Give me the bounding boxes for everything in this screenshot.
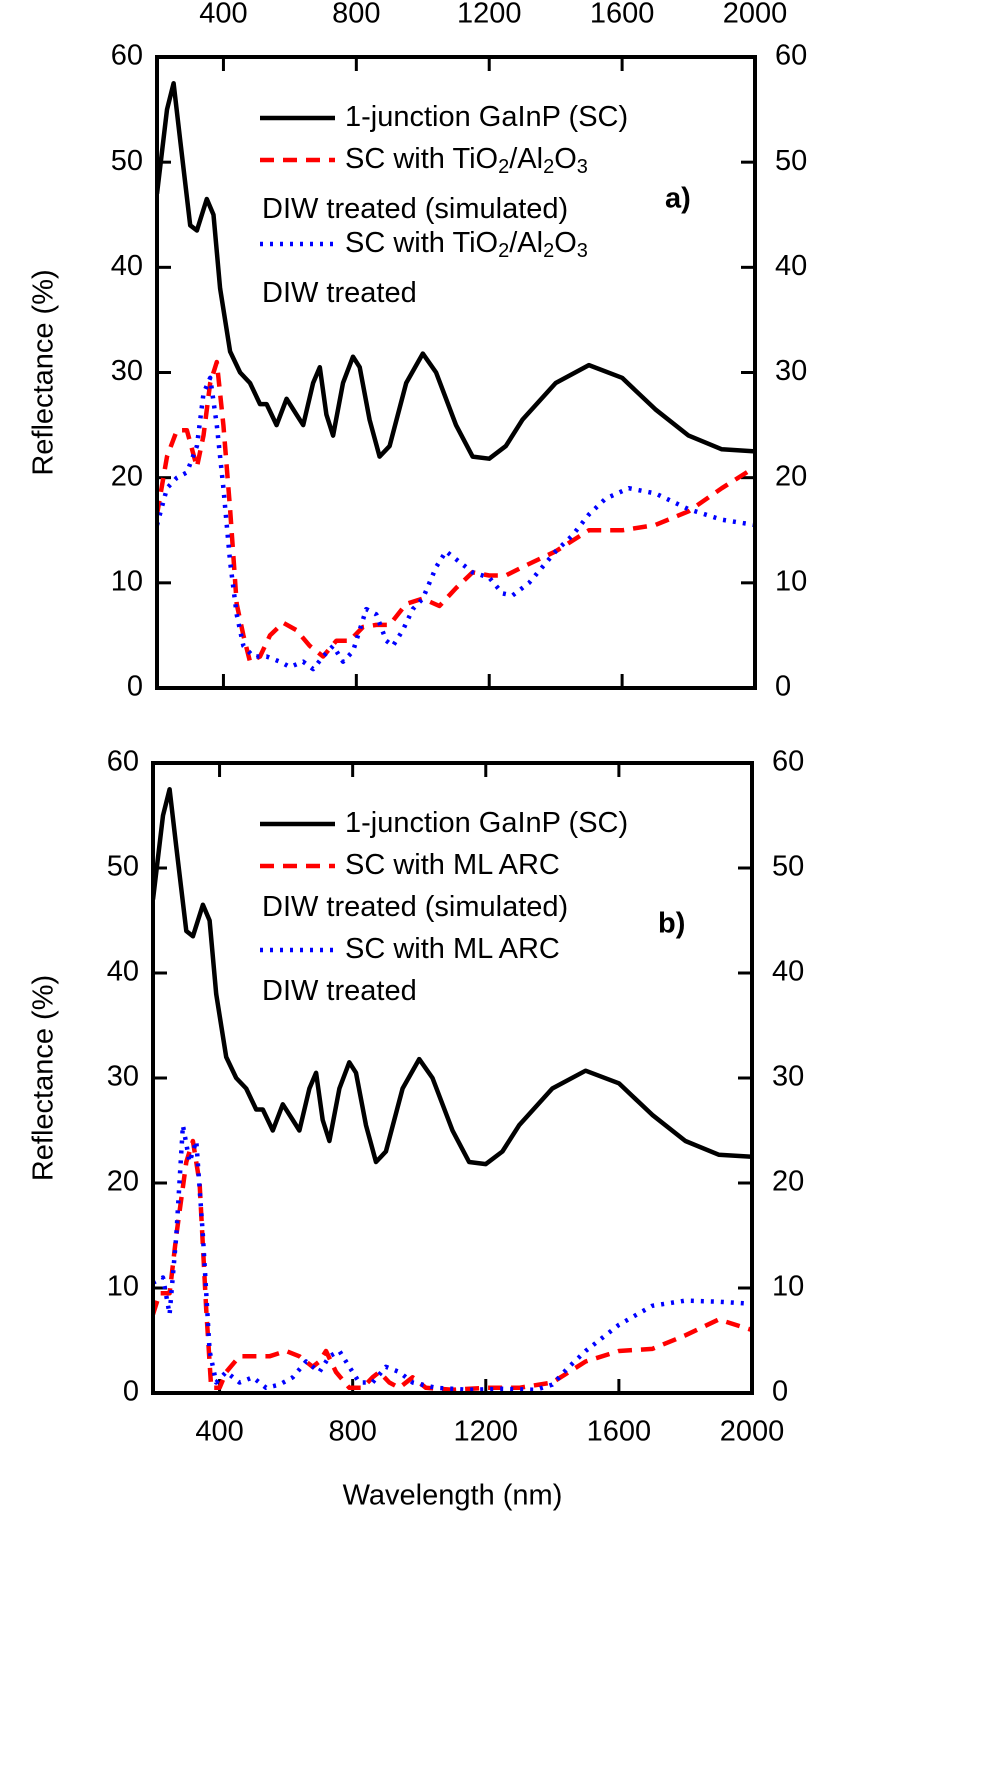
panel-label: a) <box>665 183 691 215</box>
series-line <box>157 375 755 672</box>
y-tick-label: 60 <box>111 40 143 72</box>
y-tick-label: 10 <box>111 565 143 597</box>
legend-label: SC with ML ARC DIW treated (simulated) <box>262 849 568 923</box>
plot-frame <box>151 761 754 1395</box>
y-tick-label: 30 <box>107 1061 139 1093</box>
panel-label: b) <box>658 908 685 940</box>
x-axis-label: Wavelength (nm) <box>343 1480 563 1512</box>
y-tick-label: 60 <box>107 746 139 778</box>
series-line <box>157 81 755 461</box>
y2-tick-label: 10 <box>775 565 807 597</box>
y-tick-label: 20 <box>107 1166 139 1198</box>
x-tick-label: 1600 <box>590 0 655 30</box>
y2-tick-label: 40 <box>772 956 804 988</box>
x-tick-label: 2000 <box>720 1416 785 1448</box>
y-tick-label: 0 <box>123 1376 139 1408</box>
y2-tick-label: 60 <box>775 40 807 72</box>
y-tick-label: 40 <box>111 250 143 282</box>
legend-label: SC with TiO2/Al2O3 DIW treated (simulated… <box>262 143 588 225</box>
y-axis-label: Reflectance (%) <box>28 975 60 1181</box>
y2-tick-label: 30 <box>775 355 807 387</box>
legend-label: 1-junction GaInP (SC) <box>345 101 628 133</box>
x-tick-label: 800 <box>328 1416 376 1448</box>
y2-tick-label: 10 <box>772 1271 804 1303</box>
series-line <box>153 1138 752 1393</box>
x-tick-label: 1200 <box>457 0 522 30</box>
y-tick-label: 40 <box>107 956 139 988</box>
x-tick-label: 400 <box>195 1416 243 1448</box>
x-tick-label: 1200 <box>454 1416 519 1448</box>
series-line <box>153 1123 752 1393</box>
legend-label: 1-junction GaInP (SC) <box>345 807 628 839</box>
y2-tick-label: 30 <box>772 1061 804 1093</box>
y-tick-label: 50 <box>111 145 143 177</box>
y-tick-label: 20 <box>111 460 143 492</box>
y-tick-label: 0 <box>127 671 143 703</box>
y-tick-label: 50 <box>107 851 139 883</box>
series-line <box>153 787 752 1167</box>
panel: 0 10 20 30 40 50 60 0 10 20 30 40 50 60 400 800 1200 1600… <box>28 0 808 703</box>
y2-tick-label: 50 <box>772 851 804 883</box>
panel: 0 10 20 30 40 50 60 0 10 20 30 40 50 60 400 800 1200 1600… <box>28 746 805 1512</box>
y2-tick-label: 20 <box>772 1166 804 1198</box>
legend-label: SC with TiO2/Al2O3 DIW treated <box>262 227 588 309</box>
y2-tick-label: 40 <box>775 250 807 282</box>
x-tick-label: 800 <box>332 0 380 30</box>
y-tick-label: 30 <box>111 355 143 387</box>
y2-tick-label: 0 <box>775 671 791 703</box>
y2-tick-label: 50 <box>775 145 807 177</box>
y2-tick-label: 20 <box>775 460 807 492</box>
x-tick-label: 400 <box>199 0 247 30</box>
plot-frame <box>155 55 757 690</box>
x-tick-label: 1600 <box>587 1416 652 1448</box>
y-axis-label: Reflectance (%) <box>28 269 60 475</box>
series-line <box>157 359 755 664</box>
y2-tick-label: 60 <box>772 746 804 778</box>
legend-label: SC with ML ARC DIW treated <box>262 933 560 1007</box>
y-tick-label: 10 <box>107 1271 139 1303</box>
y2-tick-label: 0 <box>772 1376 788 1408</box>
x-tick-label: 2000 <box>723 0 788 30</box>
